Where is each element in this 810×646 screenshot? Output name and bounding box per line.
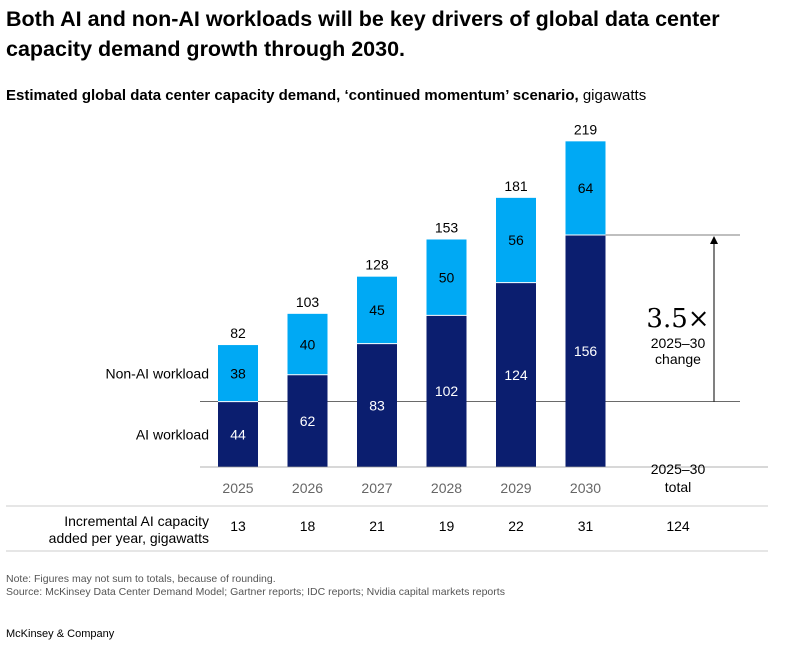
footnote: Note: Figures may not sum to totals, bec… (6, 573, 505, 599)
x-tick-2030: 2030 (570, 480, 601, 496)
chart-subtitle: Estimated global data center capacity de… (6, 86, 646, 106)
label-non-ai-2026: 40 (300, 336, 316, 352)
incremental-value-2029: 22 (508, 518, 524, 534)
label-ai-2027: 83 (369, 397, 385, 413)
bar-ai-2025 (218, 401, 258, 467)
change-label-line2: change (655, 351, 701, 367)
incremental-total: 124 (666, 518, 690, 534)
bar-ai-2030 (565, 235, 606, 467)
bar-ai-2028 (426, 315, 467, 467)
total-column-label-line2: total (665, 479, 691, 495)
brand-logo-text: McKinsey & Company (6, 628, 115, 640)
total-column-label-line1: 2025–30 (651, 461, 706, 477)
bar-non-ai-2029 (496, 197, 536, 283)
label-total-2027: 128 (365, 257, 389, 273)
bar-non-ai-2027 (357, 276, 397, 344)
legend-non-ai-workload: Non-AI workload (106, 365, 210, 381)
source-text: Source: McKinsey Data Center Demand Mode… (6, 586, 505, 598)
change-label-line1: 2025–30 (651, 335, 706, 351)
bar-non-ai-2025 (218, 345, 258, 402)
label-total-2025: 82 (230, 325, 246, 341)
chart-title: Both AI and non-AI workloads will be key… (6, 7, 720, 61)
label-total-2029: 181 (504, 178, 528, 194)
bar-non-ai-2030 (565, 141, 606, 236)
incremental-row-label-line1: Incremental AI capacity (64, 513, 209, 529)
label-ai-2026: 62 (300, 413, 316, 429)
x-tick-2028: 2028 (431, 480, 462, 496)
label-ai-2025: 44 (230, 426, 246, 442)
incremental-row-label-line2: added per year, gigawatts (49, 530, 209, 546)
bar-ai-2026 (287, 374, 328, 467)
incremental-value-2028: 19 (439, 518, 455, 534)
x-tick-2027: 2027 (361, 480, 392, 496)
subtitle-unit: gigawatts (578, 87, 647, 104)
x-tick-2025: 2025 (222, 480, 253, 496)
label-non-ai-2025: 38 (230, 365, 246, 381)
subtitle-main: Estimated global data center capacity de… (6, 87, 579, 104)
label-non-ai-2029: 56 (508, 232, 524, 248)
incremental-value-2025: 13 (230, 518, 246, 534)
change-arrow-head (710, 236, 718, 245)
incremental-value-2026: 18 (300, 518, 316, 534)
label-total-2026: 103 (296, 294, 320, 310)
x-tick-2029: 2029 (500, 480, 531, 496)
label-total-2030: 219 (574, 121, 598, 137)
incremental-value-2030: 31 (578, 518, 594, 534)
label-total-2028: 153 (435, 219, 459, 235)
stacked-bar-chart: 44 38 82 2025 13 62 40 103 2026 18 83 45 128 2027 21 10… (6, 121, 768, 552)
label-ai-2029: 124 (504, 367, 528, 383)
bar-ai-2029 (496, 282, 536, 467)
incremental-value-2027: 21 (369, 518, 385, 534)
bar-ai-2027 (357, 343, 397, 467)
label-non-ai-2028: 50 (439, 269, 455, 285)
label-ai-2030: 156 (574, 343, 598, 359)
x-tick-2026: 2026 (292, 480, 323, 496)
bar-non-ai-2026 (287, 313, 328, 375)
legend-ai-workload: AI workload (136, 426, 209, 442)
bar-non-ai-2028 (426, 239, 467, 316)
change-multiplier: 3.5× (646, 304, 709, 334)
label-ai-2028: 102 (435, 383, 459, 399)
note-text: Note: Figures may not sum to totals, bec… (6, 573, 276, 585)
label-non-ai-2030: 64 (578, 180, 594, 196)
label-non-ai-2027: 45 (369, 302, 385, 318)
